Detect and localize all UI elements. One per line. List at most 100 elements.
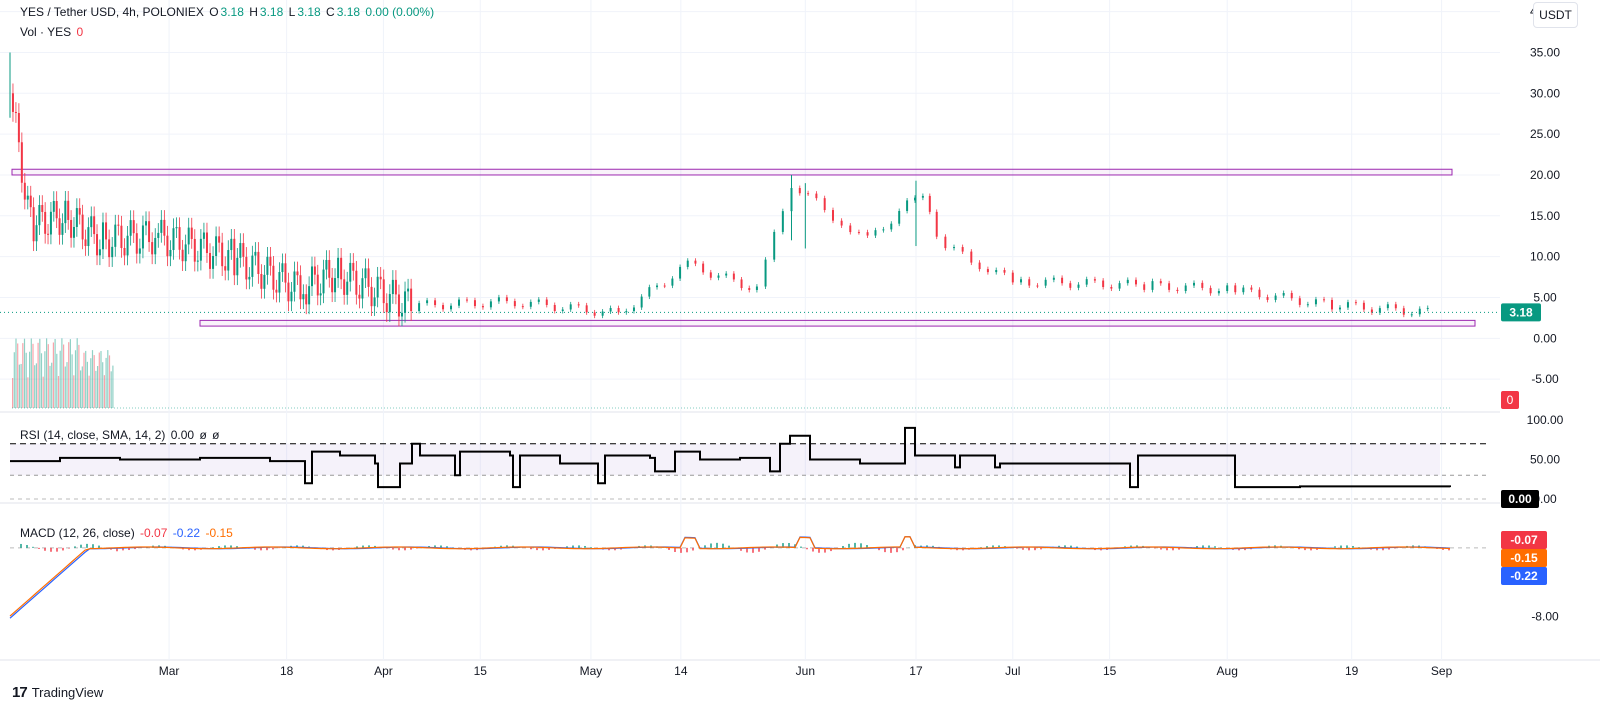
candle-body bbox=[49, 211, 52, 235]
volume-bar bbox=[40, 353, 43, 408]
candle-body bbox=[407, 288, 410, 292]
macd-histogram-bar bbox=[1028, 547, 1030, 551]
drawn-rectangles bbox=[11, 168, 1476, 327]
candle-body bbox=[52, 201, 55, 212]
candle-body bbox=[553, 304, 556, 312]
macd-histogram-bar bbox=[416, 547, 418, 549]
price-tick-label: -5.00 bbox=[1531, 372, 1559, 386]
price-tick-label: 5.00 bbox=[1533, 290, 1557, 304]
candle-body bbox=[166, 235, 169, 257]
candle-body bbox=[64, 200, 67, 224]
currency-unit-button[interactable]: USDT bbox=[1533, 2, 1578, 28]
candle-body bbox=[325, 259, 328, 270]
volume-bar bbox=[30, 338, 32, 408]
candle-body bbox=[193, 238, 196, 262]
macd-histogram-bar bbox=[500, 545, 502, 548]
candle-body bbox=[663, 285, 666, 287]
volume-bar bbox=[68, 342, 70, 408]
rsi-value: 0.00 bbox=[170, 428, 195, 442]
macd-histogram-bar bbox=[830, 547, 832, 552]
candle-body bbox=[874, 230, 877, 236]
candle-body bbox=[397, 294, 400, 317]
change-value: 0.00 (0.00%) bbox=[365, 5, 435, 19]
volume-label[interactable]: Vol · YES bbox=[20, 25, 72, 39]
macd-histogram-bar bbox=[128, 547, 130, 551]
candle-body bbox=[129, 220, 132, 236]
candle-body bbox=[391, 279, 394, 295]
x-tick-label: Apr bbox=[374, 664, 393, 678]
candle-body bbox=[352, 262, 355, 271]
candle-body bbox=[337, 257, 340, 279]
macd-histogram-bar bbox=[674, 547, 676, 552]
macd-tick-label: -8.00 bbox=[1531, 609, 1559, 623]
macd-histogram-bar bbox=[890, 547, 892, 553]
macd-histogram-bar bbox=[728, 545, 730, 548]
x-tick-label: 19 bbox=[1345, 664, 1359, 678]
candle-body bbox=[160, 219, 163, 233]
candle-body bbox=[248, 276, 251, 280]
candle-body bbox=[1282, 293, 1285, 296]
candle-body bbox=[458, 299, 461, 306]
candle-body bbox=[404, 291, 407, 313]
candle-body bbox=[1362, 302, 1365, 310]
symbol-name[interactable]: YES / Tether USD, 4h, POLONIEX bbox=[20, 5, 204, 19]
macd-histogram-bar bbox=[848, 543, 850, 548]
grid bbox=[0, 0, 1600, 661]
candle-body bbox=[694, 260, 697, 264]
volume-bar bbox=[95, 370, 97, 408]
macd-histogram-bar bbox=[686, 547, 688, 553]
candle-body bbox=[205, 232, 208, 254]
candle-body bbox=[23, 182, 26, 200]
candle-body bbox=[349, 262, 352, 282]
candle-body bbox=[725, 273, 728, 276]
volume-bar bbox=[29, 351, 31, 408]
volume-bar bbox=[51, 362, 53, 408]
candle-body bbox=[849, 225, 852, 233]
candle-body bbox=[190, 227, 193, 239]
tv-logo-icon: 17 bbox=[12, 684, 28, 701]
candle-body bbox=[866, 232, 869, 236]
candle-body bbox=[105, 222, 108, 240]
candle-body bbox=[117, 224, 120, 226]
rsi-label[interactable]: RSI (14, close, SMA, 14, 2) bbox=[20, 428, 166, 442]
candle-body bbox=[1093, 279, 1096, 281]
candle-body bbox=[1274, 295, 1277, 300]
candle-body bbox=[334, 278, 337, 293]
candle-body bbox=[11, 93, 14, 112]
candle-body bbox=[209, 253, 212, 269]
candle-body bbox=[702, 263, 705, 273]
candle-body bbox=[138, 248, 141, 254]
rsi-tick-label: 0.00 bbox=[1533, 492, 1557, 506]
price-tick-label: 20.00 bbox=[1530, 168, 1560, 182]
last-price-badge bbox=[1501, 303, 1541, 322]
volume-bar bbox=[12, 378, 14, 408]
volume-badge-label: 0 bbox=[1507, 393, 1514, 407]
candle-body bbox=[17, 113, 20, 143]
candle-body bbox=[169, 250, 172, 257]
candle-body bbox=[1134, 279, 1137, 285]
macd-histogram-bar bbox=[1340, 545, 1342, 548]
candle-body bbox=[882, 229, 885, 231]
candle-body bbox=[55, 201, 58, 219]
macd-histogram-bar bbox=[38, 547, 40, 549]
macd-histogram-bar bbox=[866, 545, 868, 548]
candle-body bbox=[1151, 281, 1154, 290]
macd-label[interactable]: MACD (12, 26, close) bbox=[20, 526, 135, 540]
macd-histogram-bar bbox=[572, 545, 574, 548]
candle-body bbox=[310, 266, 313, 287]
candle-body bbox=[857, 232, 860, 234]
macd-histogram-bar bbox=[368, 545, 370, 548]
x-tick-label: 15 bbox=[474, 664, 488, 678]
volume-bar bbox=[107, 350, 109, 408]
volume-bar bbox=[98, 352, 100, 408]
candle-body bbox=[29, 195, 32, 208]
volume-bar bbox=[66, 362, 68, 408]
macd-legend: MACD (12, 26, close) -0.07 -0.22 -0.15 bbox=[20, 526, 235, 540]
macd-histogram-bar bbox=[260, 547, 262, 551]
rsi-value-label: 0.00 bbox=[1508, 492, 1532, 506]
tradingview-logo[interactable]: 17 TradingView bbox=[12, 684, 103, 701]
macd-histogram-bar bbox=[32, 546, 34, 548]
candle-body bbox=[450, 305, 453, 310]
macd-badge bbox=[1501, 549, 1547, 567]
